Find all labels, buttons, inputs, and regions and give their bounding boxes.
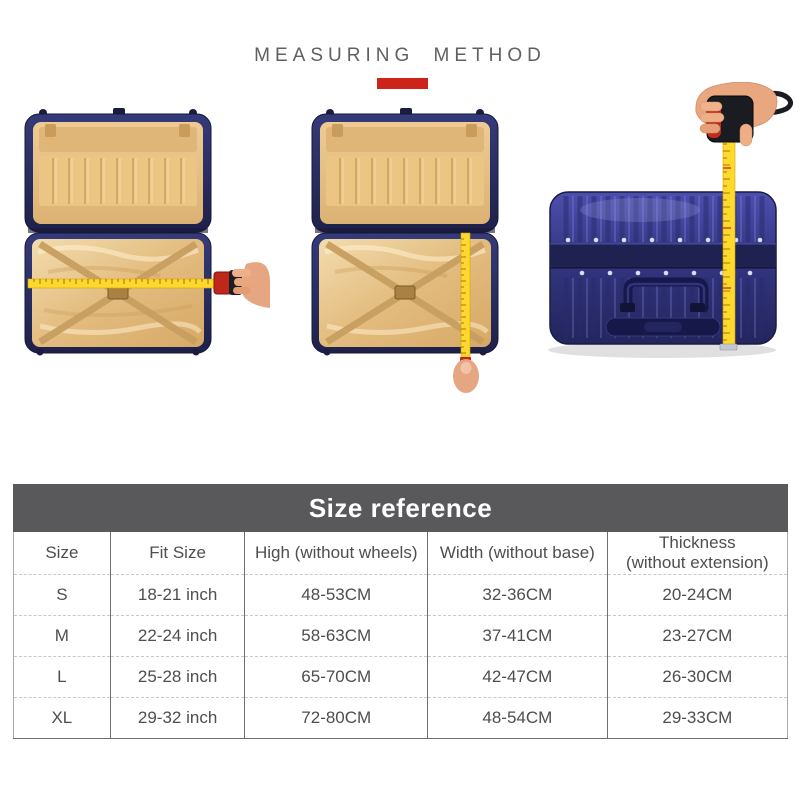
size-reference-table: Size Fit Size High (without wheels) Widt… — [13, 532, 788, 739]
title-underline-bar — [377, 78, 428, 89]
hand — [453, 359, 479, 393]
table-row: XL 29-32 inch 72-80CM 48-54CM 29-33CM — [13, 697, 788, 739]
cell-high: 65-70CM — [244, 656, 428, 698]
table-row: M 22-24 inch 58-63CM 37-41CM 23-27CM — [13, 615, 788, 657]
hand — [232, 262, 270, 308]
open-suitcase — [24, 108, 212, 356]
cell-fit-size: 22-24 inch — [109, 615, 245, 657]
size-reference-section: Size reference Size Fit Size High (witho… — [13, 484, 788, 739]
page-title: MEASURING METHOD — [254, 45, 546, 66]
cell-fit-size: 25-28 inch — [109, 656, 245, 698]
cell-thickness: 20-24CM — [606, 574, 788, 616]
col-header-width: Width (without base) — [427, 532, 608, 575]
cell-high: 72-80CM — [244, 697, 428, 739]
tape-measure-vertical — [460, 232, 471, 364]
cell-width: 37-41CM — [427, 615, 608, 657]
cell-fit-size: 18-21 inch — [109, 574, 245, 616]
floor-shadow — [548, 342, 776, 358]
table-header-row: Size Fit Size High (without wheels) Widt… — [14, 532, 788, 575]
table-row: L 25-28 inch 65-70CM 42-47CM 26-30CM — [13, 656, 788, 698]
cell-size: S — [13, 574, 111, 616]
col-header-size: Size — [45, 543, 79, 563]
cell-high: 58-63CM — [244, 615, 428, 657]
cell-width: 32-36CM — [427, 574, 608, 616]
cell-size: XL — [13, 697, 111, 739]
closed-suitcase — [549, 191, 777, 345]
hand-with-tape-case — [695, 82, 794, 147]
carry-handle — [620, 277, 709, 313]
cell-thickness: 26-30CM — [606, 656, 788, 698]
col-header-fit-size: Fit Size — [109, 532, 245, 575]
cell-size: L — [13, 656, 111, 698]
photo-open-suitcase-width-measure — [24, 108, 270, 356]
col-header-thickness: Thickness (without extension) — [606, 532, 788, 575]
photo-closed-suitcase-height-measure — [548, 82, 794, 358]
cell-width: 42-47CM — [427, 656, 608, 698]
cell-thickness: 29-33CM — [606, 697, 788, 739]
cell-size: M — [13, 615, 111, 657]
open-suitcase — [311, 108, 499, 356]
col-header-high: High (without wheels) — [244, 532, 428, 575]
table-row: S 18-21 inch 48-53CM 32-36CM 20-24CM — [13, 574, 788, 616]
cell-fit-size: 29-32 inch — [109, 697, 245, 739]
cell-high: 48-53CM — [244, 574, 428, 616]
size-reference-title: Size reference — [13, 484, 788, 532]
photo-open-suitcase-depth-measure — [311, 108, 499, 393]
cell-thickness: 23-27CM — [606, 615, 788, 657]
cell-width: 48-54CM — [427, 697, 608, 739]
